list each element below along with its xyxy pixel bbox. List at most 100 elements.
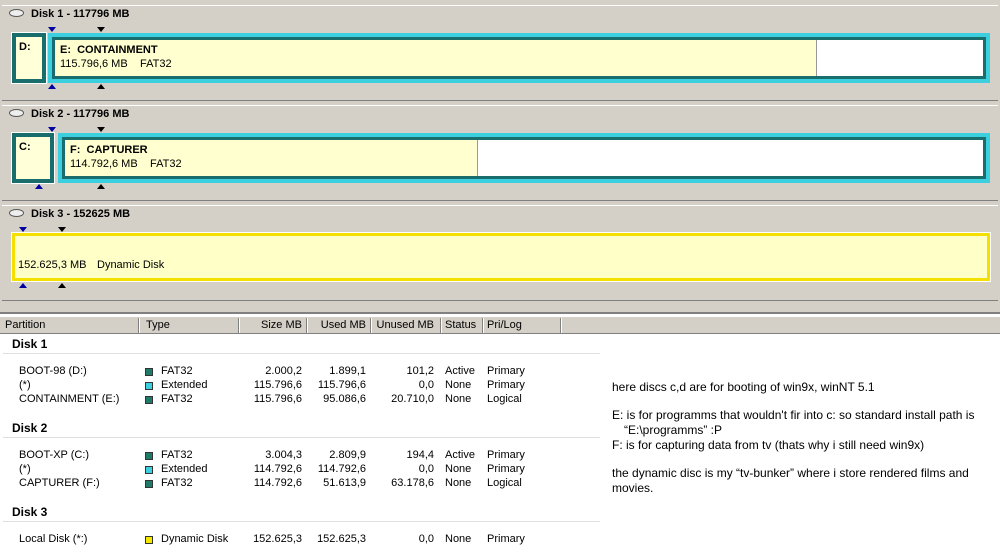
partition-fs: FAT32 xyxy=(140,58,172,70)
cell: None xyxy=(445,463,472,475)
marker xyxy=(35,184,43,189)
primary-partition xyxy=(11,132,55,184)
marker xyxy=(19,227,27,232)
partition-fs: FAT32 xyxy=(150,158,182,170)
cell: 20.710,0 xyxy=(391,393,434,405)
cell: 95.086,6 xyxy=(323,393,366,405)
group-title: Disk 3 xyxy=(12,505,48,519)
partition-name: BOOT-98 (D:) xyxy=(19,365,87,377)
partition-label: C: xyxy=(19,141,31,153)
column-header: Partition xyxy=(5,319,46,331)
column-header: Size MB xyxy=(261,319,302,331)
cell: None xyxy=(445,477,472,489)
note-line: here discs c,d are for booting of win9x,… xyxy=(612,380,875,394)
partition-size: 115.796,6 MB xyxy=(60,58,128,70)
partition-type: FAT32 xyxy=(161,393,193,405)
partition-type: Dynamic Disk xyxy=(97,259,165,271)
partition-name: BOOT-XP (C:) xyxy=(19,449,90,461)
marker xyxy=(97,27,105,32)
column-divider xyxy=(138,318,140,333)
disk-icon xyxy=(9,209,24,217)
cell: 114.792,6 xyxy=(253,477,302,489)
type-swatch xyxy=(145,536,153,544)
marker xyxy=(58,283,66,288)
type-swatch xyxy=(145,480,153,488)
note-line: E: is for programms that wouldn't fir in… xyxy=(612,408,975,422)
partition-label: F: CAPTURER xyxy=(70,144,148,156)
table-header xyxy=(0,317,1000,334)
marker xyxy=(97,84,105,89)
note-line: F: is for capturing data from tv (thats … xyxy=(612,438,925,452)
column-divider xyxy=(482,318,484,333)
partition-type: Extended xyxy=(161,463,208,475)
cell: Primary xyxy=(487,379,525,391)
partition-type: Dynamic Disk xyxy=(161,533,229,545)
cell: 194,4 xyxy=(406,449,434,461)
partition-type: FAT32 xyxy=(161,449,193,461)
used-space xyxy=(55,40,817,76)
cell: 2.000,2 xyxy=(265,365,302,377)
cell: 1.899,1 xyxy=(329,365,366,377)
cell: None xyxy=(445,393,472,405)
cell: Primary xyxy=(487,533,525,545)
column-header: Used MB xyxy=(320,319,366,331)
disk-icon xyxy=(9,109,24,117)
cell: Logical xyxy=(487,477,522,489)
disk-icon xyxy=(9,9,24,17)
cell: 101,2 xyxy=(406,365,434,377)
column-divider xyxy=(238,318,240,333)
group-title: Disk 1 xyxy=(12,337,48,351)
cell: 2.809,9 xyxy=(329,449,366,461)
column-header: Pri/Log xyxy=(487,319,522,331)
marker xyxy=(48,84,56,89)
partition-name: (*) xyxy=(19,379,31,391)
column-header: Type xyxy=(146,319,170,331)
used-space xyxy=(65,140,478,176)
partition-name: CAPTURER (F:) xyxy=(19,477,100,489)
cell: Active xyxy=(445,449,475,461)
cell: Primary xyxy=(487,463,525,475)
column-header: Status xyxy=(445,319,477,331)
cell: 114.792,6 xyxy=(253,463,302,475)
cell: 152.625,3 xyxy=(317,533,366,545)
partition-name: (*) xyxy=(19,463,31,475)
partition-label: E: CONTAINMENT xyxy=(60,44,158,56)
disk-title: Disk 2 - 117796 MB xyxy=(31,108,130,120)
partition-size: 114.792,6 MB xyxy=(70,158,138,170)
cell: 115.796,6 xyxy=(317,379,366,391)
cell: 152.625,3 xyxy=(253,533,302,545)
group-rule xyxy=(3,521,600,522)
marker xyxy=(97,127,105,132)
type-swatch xyxy=(145,382,153,390)
disk-title: Disk 3 - 152625 MB xyxy=(31,208,131,220)
column-divider xyxy=(306,318,308,333)
cell: 3.004,3 xyxy=(265,449,302,461)
column-divider xyxy=(560,318,562,333)
cell: Active xyxy=(445,365,475,377)
cell: Primary xyxy=(487,449,525,461)
cell: 115.796,6 xyxy=(253,393,302,405)
marker xyxy=(97,184,105,189)
cell: None xyxy=(445,533,472,545)
marker xyxy=(58,227,66,232)
cell: 115.796,6 xyxy=(253,379,302,391)
partition-name: Local Disk (*:) xyxy=(19,533,88,545)
group-rule xyxy=(3,353,600,354)
cell: 0,0 xyxy=(418,533,434,545)
group-rule xyxy=(3,437,600,438)
type-swatch xyxy=(145,368,153,376)
partition-type: FAT32 xyxy=(161,365,193,377)
partition-type: Extended xyxy=(161,379,208,391)
partition-label: D: xyxy=(19,41,31,53)
dynamic-disk xyxy=(11,232,991,282)
type-swatch xyxy=(145,452,153,460)
partition-size: 152.625,3 MB xyxy=(18,259,87,271)
partition-type: FAT32 xyxy=(161,477,193,489)
cell: 0,0 xyxy=(418,379,434,391)
type-swatch xyxy=(145,466,153,474)
marker xyxy=(48,27,56,32)
cell: Logical xyxy=(487,393,522,405)
cell: 63.178,6 xyxy=(391,477,434,489)
column-divider xyxy=(370,318,372,333)
